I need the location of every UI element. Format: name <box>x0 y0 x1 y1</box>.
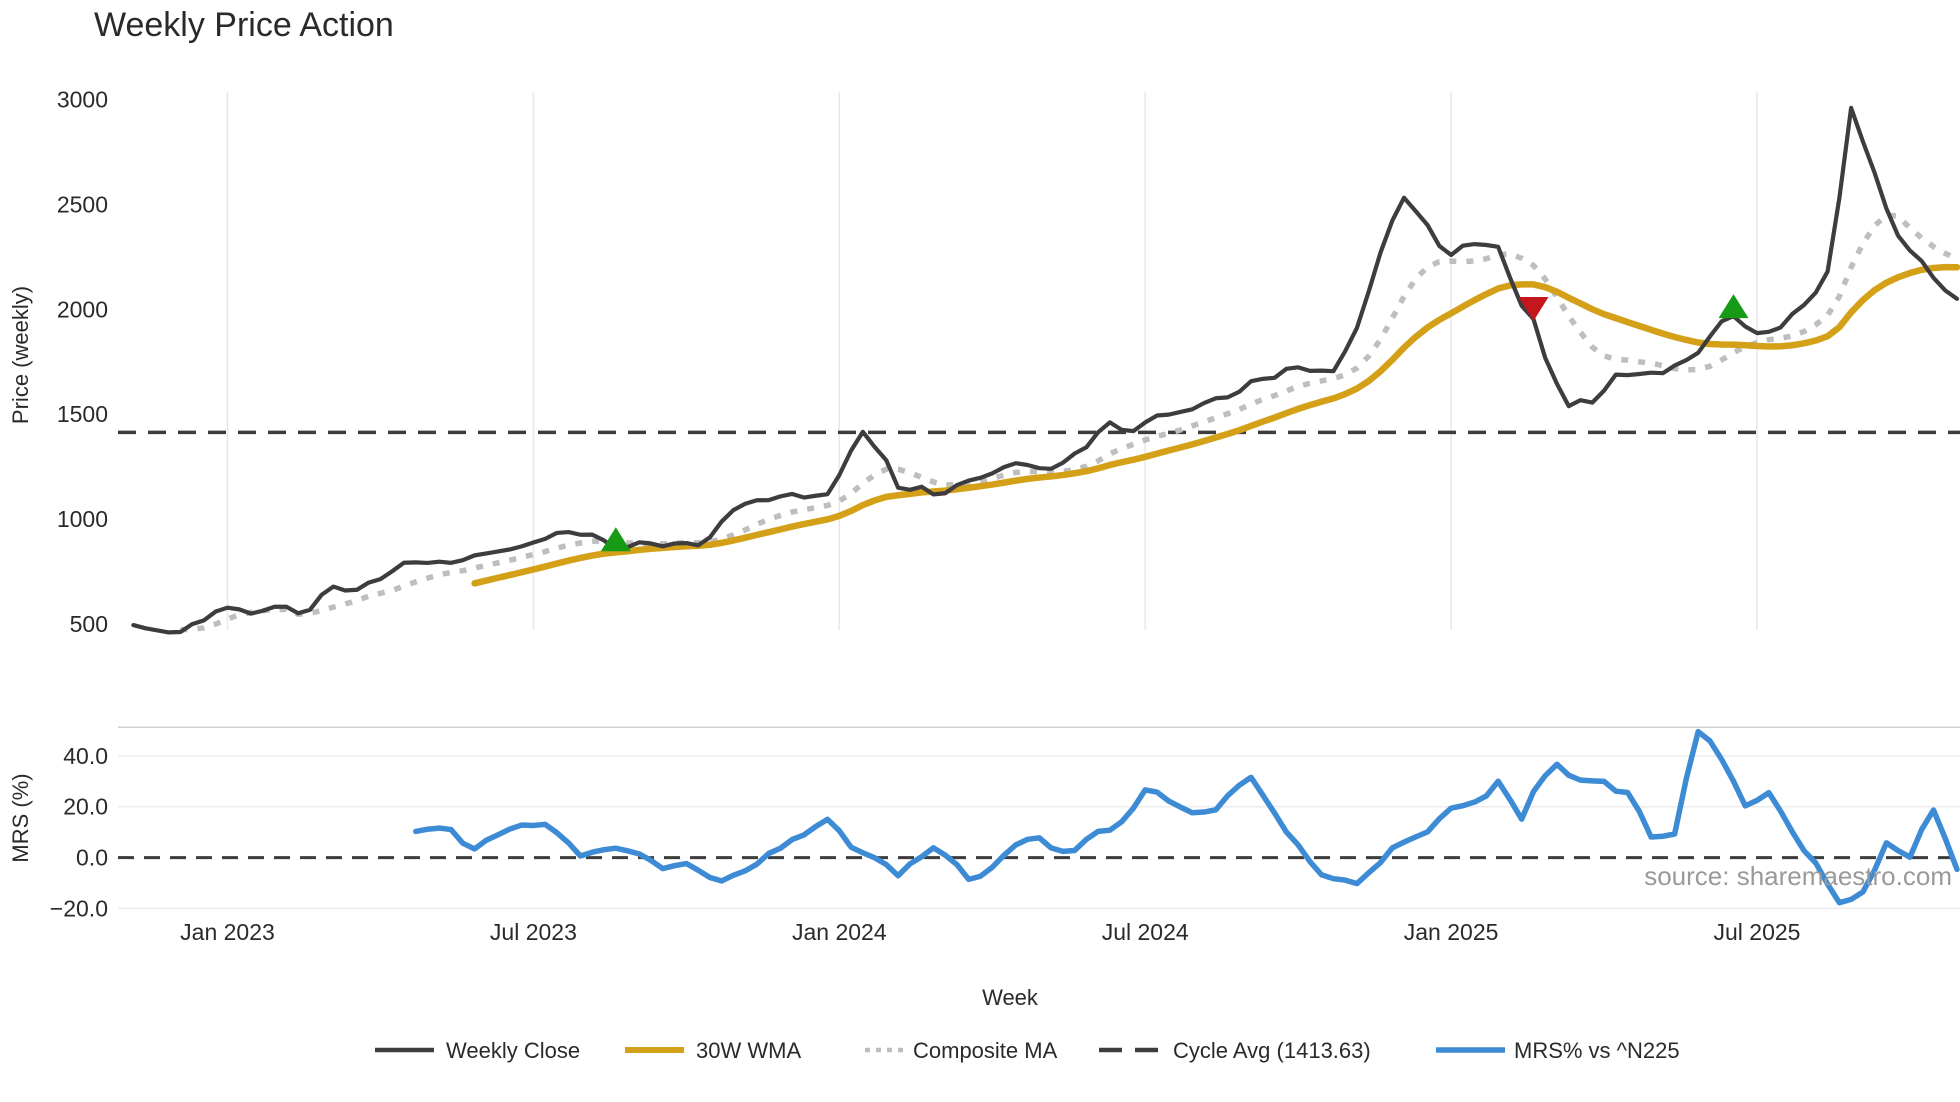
svg-text:Cycle Avg (1413.63): Cycle Avg (1413.63) <box>1173 1038 1371 1063</box>
svg-text:Week: Week <box>982 985 1039 1010</box>
svg-text:1000: 1000 <box>57 506 108 532</box>
svg-text:1500: 1500 <box>57 401 108 427</box>
svg-text:2000: 2000 <box>57 296 108 322</box>
svg-text:Jan 2024: Jan 2024 <box>792 919 887 945</box>
svg-text:20.0: 20.0 <box>63 794 108 820</box>
svg-text:Jul 2023: Jul 2023 <box>490 919 577 945</box>
svg-text:source: sharemaestro.com: source: sharemaestro.com <box>1644 861 1952 891</box>
svg-text:3000: 3000 <box>57 87 108 113</box>
svg-text:Jan 2023: Jan 2023 <box>180 919 275 945</box>
svg-text:MRS% vs ^N225: MRS% vs ^N225 <box>1514 1038 1680 1063</box>
svg-text:Jan 2025: Jan 2025 <box>1404 919 1499 945</box>
svg-text:Jul 2024: Jul 2024 <box>1102 919 1189 945</box>
svg-text:30W WMA: 30W WMA <box>696 1038 801 1063</box>
svg-text:Composite MA: Composite MA <box>913 1038 1058 1063</box>
svg-text:0.0: 0.0 <box>76 845 108 871</box>
svg-text:500: 500 <box>70 611 108 637</box>
svg-text:40.0: 40.0 <box>63 743 108 769</box>
svg-text:Weekly Close: Weekly Close <box>446 1038 580 1063</box>
svg-text:−20.0: −20.0 <box>50 895 108 921</box>
svg-text:Jul 2025: Jul 2025 <box>1714 919 1801 945</box>
svg-text:MRS (%): MRS (%) <box>8 773 33 862</box>
svg-text:2500: 2500 <box>57 191 108 217</box>
svg-text:Price (weekly): Price (weekly) <box>8 286 33 424</box>
